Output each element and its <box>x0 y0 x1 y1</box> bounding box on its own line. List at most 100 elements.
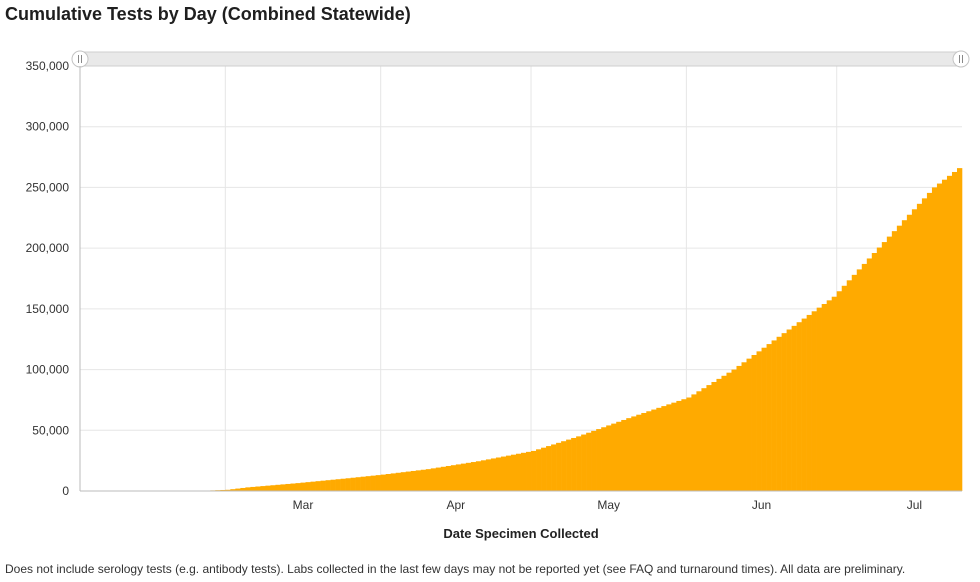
bar[interactable] <box>280 484 286 491</box>
bar[interactable] <box>726 372 732 491</box>
bar[interactable] <box>561 441 567 491</box>
bar[interactable] <box>646 411 652 491</box>
bar[interactable] <box>781 333 787 491</box>
bar[interactable] <box>861 263 868 491</box>
bar[interactable] <box>591 430 597 491</box>
bar[interactable] <box>601 427 607 491</box>
bar[interactable] <box>270 485 276 491</box>
bar[interactable] <box>240 487 246 491</box>
bar[interactable] <box>756 351 762 491</box>
bar[interactable] <box>856 269 863 491</box>
bar[interactable] <box>360 476 366 491</box>
bar[interactable] <box>776 336 782 491</box>
bar[interactable] <box>686 397 692 492</box>
bar[interactable] <box>616 421 622 491</box>
bar[interactable] <box>746 358 752 491</box>
bar[interactable] <box>731 369 737 491</box>
bar[interactable] <box>500 456 507 491</box>
bar[interactable] <box>921 198 928 491</box>
bar[interactable] <box>916 203 923 492</box>
bar[interactable] <box>295 483 301 491</box>
bar[interactable] <box>505 455 512 491</box>
bar[interactable] <box>410 470 417 491</box>
bar[interactable] <box>581 434 587 491</box>
bar[interactable] <box>736 365 742 491</box>
range-handle-right[interactable] <box>952 50 970 68</box>
bar[interactable] <box>816 307 822 491</box>
bar[interactable] <box>791 325 797 491</box>
bar[interactable] <box>290 483 296 491</box>
bar[interactable] <box>350 477 356 491</box>
bar[interactable] <box>230 489 236 491</box>
bar[interactable] <box>661 406 667 491</box>
bar[interactable] <box>510 454 517 491</box>
bar[interactable] <box>826 300 833 491</box>
bar[interactable] <box>586 432 592 491</box>
bar[interactable] <box>541 447 547 491</box>
bar[interactable] <box>711 381 717 491</box>
bar[interactable] <box>385 474 392 491</box>
bar[interactable] <box>285 483 291 491</box>
bar[interactable] <box>490 458 497 491</box>
bar[interactable] <box>751 355 757 491</box>
bar[interactable] <box>941 179 948 491</box>
bar[interactable] <box>741 362 747 491</box>
bar[interactable] <box>380 474 386 491</box>
bar[interactable] <box>235 488 241 491</box>
bar[interactable] <box>851 274 858 491</box>
bar[interactable] <box>556 442 562 491</box>
bar[interactable] <box>330 479 336 491</box>
bar[interactable] <box>455 464 462 491</box>
bar[interactable] <box>576 436 582 491</box>
range-scrollbar-track[interactable] <box>79 51 963 67</box>
bar[interactable] <box>811 311 817 491</box>
bar[interactable] <box>946 175 953 492</box>
bar[interactable] <box>761 347 767 491</box>
bar[interactable] <box>470 462 477 491</box>
bar[interactable] <box>651 409 657 491</box>
bar[interactable] <box>831 296 838 491</box>
bar[interactable] <box>676 400 682 491</box>
bar[interactable] <box>801 318 807 491</box>
bar[interactable] <box>721 375 727 491</box>
bar[interactable] <box>821 304 827 491</box>
bar[interactable] <box>370 475 376 491</box>
bar[interactable] <box>310 481 316 491</box>
bar[interactable] <box>420 469 427 491</box>
bar[interactable] <box>666 404 672 491</box>
bar[interactable] <box>460 463 467 491</box>
range-handle-left[interactable] <box>71 50 89 68</box>
bar[interactable] <box>951 171 958 491</box>
bar[interactable] <box>521 452 527 491</box>
bar[interactable] <box>395 472 402 491</box>
bar[interactable] <box>631 416 637 491</box>
bar[interactable] <box>415 470 422 491</box>
bar[interactable] <box>611 423 617 491</box>
bar[interactable] <box>626 418 632 491</box>
bar[interactable] <box>641 412 647 491</box>
bar[interactable] <box>365 476 371 491</box>
bar[interactable] <box>375 475 381 491</box>
bar[interactable] <box>656 407 662 491</box>
bar[interactable] <box>671 402 677 491</box>
bar[interactable] <box>846 280 853 491</box>
bar[interactable] <box>536 449 542 491</box>
bar[interactable] <box>691 394 697 491</box>
bar[interactable] <box>275 484 281 491</box>
bar[interactable] <box>445 465 452 491</box>
bar[interactable] <box>475 461 482 491</box>
bar[interactable] <box>571 437 577 491</box>
bar[interactable] <box>896 225 903 491</box>
bar[interactable] <box>926 192 933 491</box>
bar[interactable] <box>786 329 792 492</box>
bar[interactable] <box>766 344 772 491</box>
bar[interactable] <box>891 231 898 491</box>
bar[interactable] <box>956 168 963 491</box>
bar[interactable] <box>425 469 432 491</box>
bar[interactable] <box>606 425 612 491</box>
bar[interactable] <box>796 322 802 491</box>
bar[interactable] <box>531 450 537 491</box>
bar[interactable] <box>390 473 397 491</box>
bar[interactable] <box>315 481 321 491</box>
bar[interactable] <box>936 183 943 492</box>
